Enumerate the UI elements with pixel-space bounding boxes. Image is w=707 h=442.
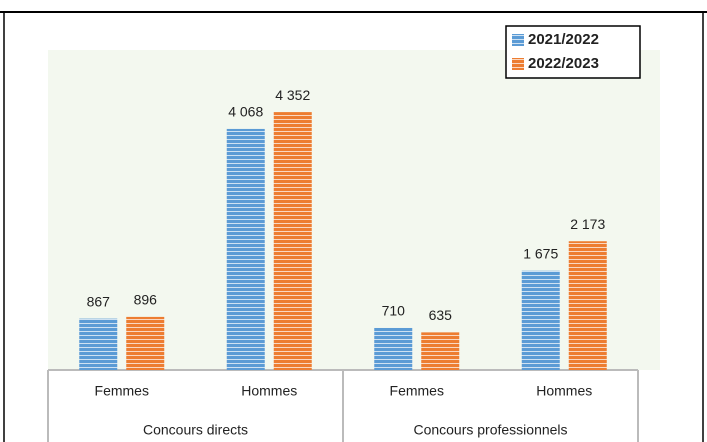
x-tick-label: Hommes [536, 383, 592, 399]
frame [3, 11, 704, 442]
data-label: 867 [87, 293, 111, 309]
data-label: 896 [134, 292, 158, 308]
data-label: 710 [382, 303, 406, 319]
bar [79, 318, 118, 370]
x-tick-label: Femmes [95, 383, 149, 399]
legend [505, 25, 641, 79]
bar [568, 241, 607, 370]
group-label: Concours directs [143, 422, 248, 438]
bar [126, 316, 165, 370]
x-tick-label: Femmes [390, 383, 444, 399]
legend-label: 2021/2022 [528, 31, 599, 48]
data-label: 2 173 [570, 216, 605, 232]
bar [374, 327, 413, 370]
bar [521, 270, 560, 370]
bar [421, 332, 460, 370]
bar [226, 128, 265, 370]
bar [273, 112, 312, 371]
legend-swatch [512, 58, 524, 70]
legend-label: 2022/2023 [528, 55, 599, 72]
group-label: Concours professionnels [413, 422, 567, 438]
x-tick-label: Hommes [241, 383, 297, 399]
data-label: 1 675 [523, 245, 558, 261]
data-label: 4 068 [228, 104, 263, 120]
data-label: 4 352 [275, 87, 310, 103]
data-label: 635 [429, 307, 453, 323]
legend-swatch [512, 34, 524, 46]
